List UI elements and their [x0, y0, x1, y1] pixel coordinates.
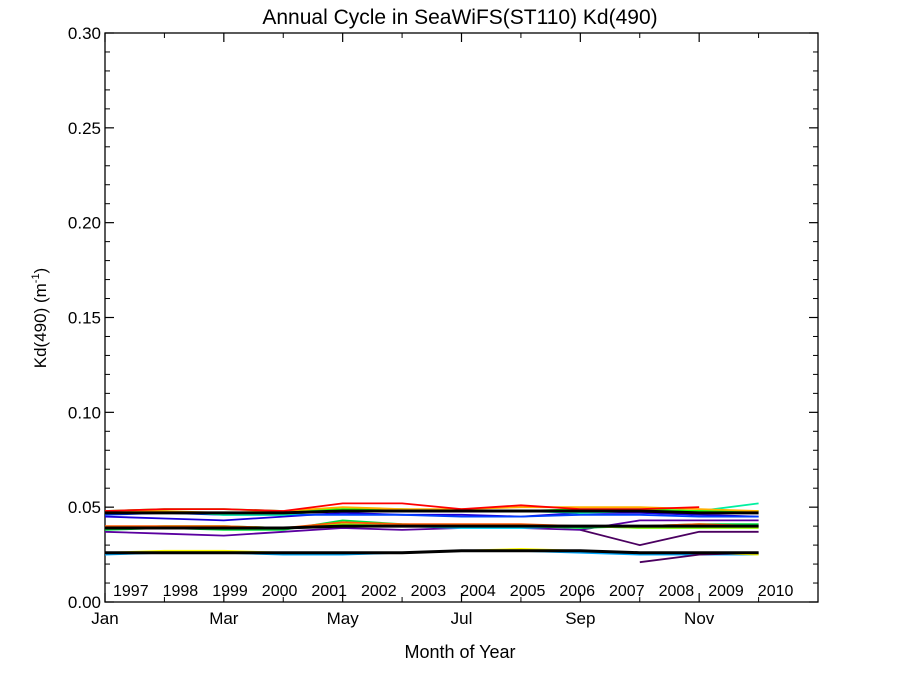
- chart-title: Annual Cycle in SeaWiFS(ST110) Kd(490): [262, 6, 657, 29]
- y-axis-label: Kd(490) (m-1): [30, 268, 50, 368]
- legend-label: 2008: [659, 583, 695, 600]
- legend-label: 2005: [510, 583, 546, 600]
- mean-line: [105, 524, 759, 530]
- y-tick-label: 0.10: [68, 403, 101, 422]
- legend-label: 2004: [460, 583, 496, 600]
- x-tick-label: Jul: [451, 609, 473, 628]
- legend-label: 2009: [708, 583, 744, 600]
- series-line-1998: [104, 519, 759, 537]
- x-tick-label: Nov: [684, 609, 715, 628]
- x-axis-label: Month of Year: [404, 642, 515, 662]
- mean-line: [105, 549, 759, 555]
- legend-label: 2006: [559, 583, 595, 600]
- x-tick-label: Jan: [91, 609, 118, 628]
- legend-label: 1997: [113, 583, 149, 600]
- legend-label: 1999: [212, 583, 248, 600]
- y-tick-label: 0.05: [68, 498, 101, 517]
- y-tick-label: 0.00: [68, 593, 101, 612]
- y-tick-label: 0.30: [68, 24, 101, 43]
- x-axis: Jan Mar May Jul Sep Nov: [91, 33, 760, 628]
- legend: 1997 1998 1999 2000 2001 2002 2003 2004 2005 2006…: [113, 583, 793, 600]
- legend-label: 2002: [361, 583, 397, 600]
- legend-label: 2003: [411, 583, 447, 600]
- y-tick-label: 0.20: [68, 214, 101, 233]
- x-tick-label: Sep: [565, 609, 595, 628]
- x-tick-label: May: [327, 609, 360, 628]
- legend-label: 2007: [609, 583, 645, 600]
- y-tick-label: 0.25: [68, 119, 101, 138]
- mean-line: [105, 509, 759, 515]
- legend-label: 2000: [262, 583, 298, 600]
- legend-label: 2001: [311, 583, 347, 600]
- legend-label: 1998: [163, 583, 199, 600]
- series-line-2010: [104, 502, 700, 512]
- y-tick-label: 0.15: [68, 309, 101, 328]
- legend-label: 2010: [758, 583, 794, 600]
- x-tick-label: Mar: [209, 609, 239, 628]
- series-lines: [104, 502, 759, 564]
- y-axis: 0.00 0.05 0.10 0.15 0.20 0.25 0.30: [68, 24, 818, 612]
- series-line-1997: [580, 529, 759, 546]
